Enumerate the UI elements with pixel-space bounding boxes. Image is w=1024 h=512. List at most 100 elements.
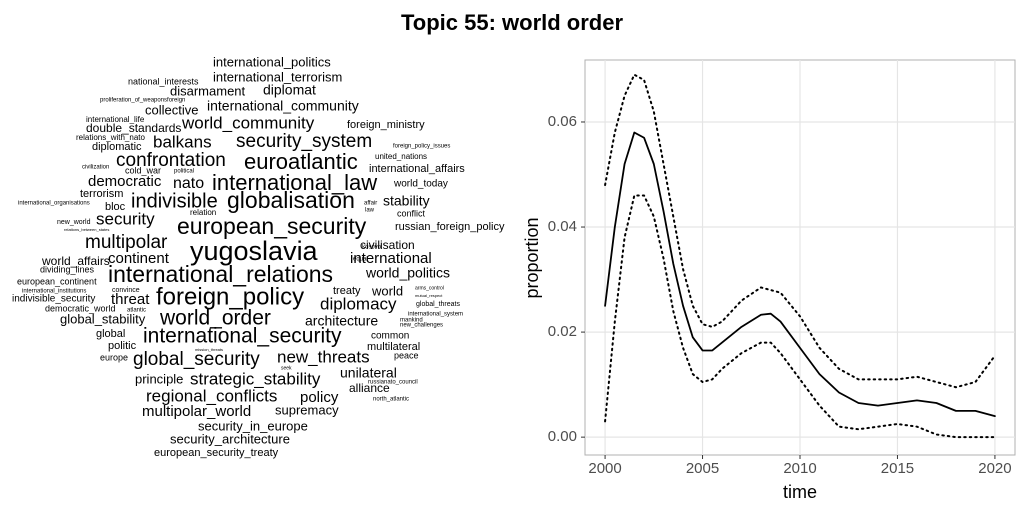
cloud-word: international_system (408, 312, 463, 318)
cloud-word: bloc (105, 201, 126, 213)
x-axis-label: time (783, 482, 817, 502)
cloud-word: disarmament (170, 83, 246, 98)
y-tick-label: 0.00 (548, 428, 577, 445)
cloud-word: new_threats (277, 347, 370, 366)
cloud-word: international_politics (213, 54, 331, 69)
cloud-word: affair (364, 201, 377, 207)
cloud-word: diplomat (263, 82, 316, 98)
cloud-word: globalisation (227, 187, 355, 213)
cloud-word: foreign_policy (156, 283, 304, 310)
cloud-word: security_in_europe (198, 418, 308, 433)
cloud-word: north_atlantic (373, 397, 409, 403)
cloud-word: nato (173, 175, 204, 192)
cloud-word: continent (108, 250, 170, 267)
cloud-word: international_relations (108, 261, 333, 287)
cloud-word: relations_with_nato (76, 133, 145, 142)
series-line (604, 73, 996, 389)
cloud-word: dividing_lines (40, 264, 95, 274)
cloud-word: international_law (212, 170, 377, 195)
cloud-word: international_institutions (22, 289, 86, 295)
cloud-word: security_system (236, 131, 372, 152)
cloud-word: relation (190, 208, 216, 217)
cloud-word: multipolar_world (142, 403, 251, 420)
cloud-word: united_nations (375, 152, 427, 161)
cloud-word: double_standards (86, 121, 181, 135)
word-cloud: international_politics national_interests… (12, 54, 505, 458)
cloud-word: threat (111, 291, 150, 308)
cloud-word: global (96, 328, 125, 340)
cloud-word: supremacy (275, 402, 339, 417)
cloud-word: mission_threats (195, 347, 223, 352)
cloud-word: alliance (349, 381, 390, 395)
cloud-word: common (371, 331, 409, 342)
cloud-word: relations_between_states (64, 227, 109, 232)
cloud-word: balkans (153, 132, 212, 151)
cloud-word: policy (300, 389, 339, 406)
cloud-word: international_security (143, 325, 342, 348)
cloud-word: european_security (177, 213, 367, 239)
cloud-word: national_interests (128, 76, 199, 86)
cloud-word: world_today (393, 179, 448, 190)
cloud-word: international_life (86, 115, 145, 124)
cloud-word: russian_foreign_policy (395, 221, 505, 233)
cloud-word: international_community (207, 98, 359, 114)
cloud-word: europe (100, 352, 128, 362)
cloud-word: indivisible (131, 190, 218, 212)
cloud-word: treaty (333, 285, 361, 297)
cloud-word: global_security (133, 349, 260, 370)
cloud-word: world (371, 283, 403, 298)
cloud-word: seek (281, 365, 292, 371)
cloud-word: new_challenges (400, 323, 443, 329)
x-tick-label: 2020 (978, 460, 1011, 477)
y-tick-label: 0.04 (548, 218, 577, 235)
cloud-word: mankind (400, 318, 423, 324)
cloud-word: foreign_policy_issues (393, 144, 450, 150)
cloud-word: stability (383, 193, 430, 209)
cloud-word: foreign_ministry (347, 119, 425, 131)
x-tick-label: 2015 (881, 460, 914, 477)
series-line (604, 194, 996, 439)
series-line (604, 131, 996, 418)
cloud-word: mutual_respect (415, 293, 443, 298)
cloud-word: diplomatic (92, 141, 142, 153)
cloud-word: european_continent (17, 276, 97, 286)
cloud-word: civilization (82, 165, 109, 171)
cloud-word: regional_conflicts (146, 386, 277, 405)
cloud-word: atlantic (127, 308, 146, 314)
x-tick-label: 2010 (783, 460, 816, 477)
cloud-word: diplomacy (320, 294, 397, 313)
cloud-word: world_politics (365, 265, 450, 281)
cloud-word: new_world (57, 219, 91, 226)
cloud-word: collective (145, 102, 198, 117)
cloud-word: russianato_council (368, 380, 418, 386)
cloud-word: yugoslavia (190, 236, 319, 266)
cloud-word: equal (353, 257, 368, 263)
cloud-word: security (96, 209, 155, 228)
cloud-word: world_affairs (41, 254, 110, 268)
cloud-word: conflict (397, 208, 426, 218)
cloud-word: global_threats (416, 301, 460, 308)
cloud-word: democratic_world (45, 303, 116, 313)
cloud-word: international_terrorism (213, 69, 342, 84)
cloud-word: arms_control (415, 285, 444, 291)
cloud-word: political (174, 169, 194, 175)
y-axis-label: proportion (522, 217, 542, 298)
cloud-word: international (350, 250, 432, 267)
cloud-word: democratic (88, 173, 162, 190)
cloud-word: euroatlantic (244, 149, 358, 174)
cloud-word: multipolar (85, 232, 168, 253)
figure-title: Topic 55: world order (401, 10, 624, 35)
cloud-word: security_architecture (170, 431, 290, 446)
cloud-word: multilateral (367, 341, 420, 353)
x-tick-label: 2005 (686, 460, 719, 477)
cloud-word: confrontation (116, 150, 226, 171)
cloud-word: politic (108, 340, 137, 352)
cloud-word: international_affairs (369, 163, 465, 175)
cloud-word: unilateral (340, 365, 397, 381)
cloud-word: principle (135, 371, 183, 386)
cloud-word: peace (394, 350, 419, 360)
cloud-word: terrorism (80, 188, 123, 200)
cloud-word: indivisible_security (12, 294, 95, 305)
cloud-word: strategic_stability (190, 369, 321, 388)
